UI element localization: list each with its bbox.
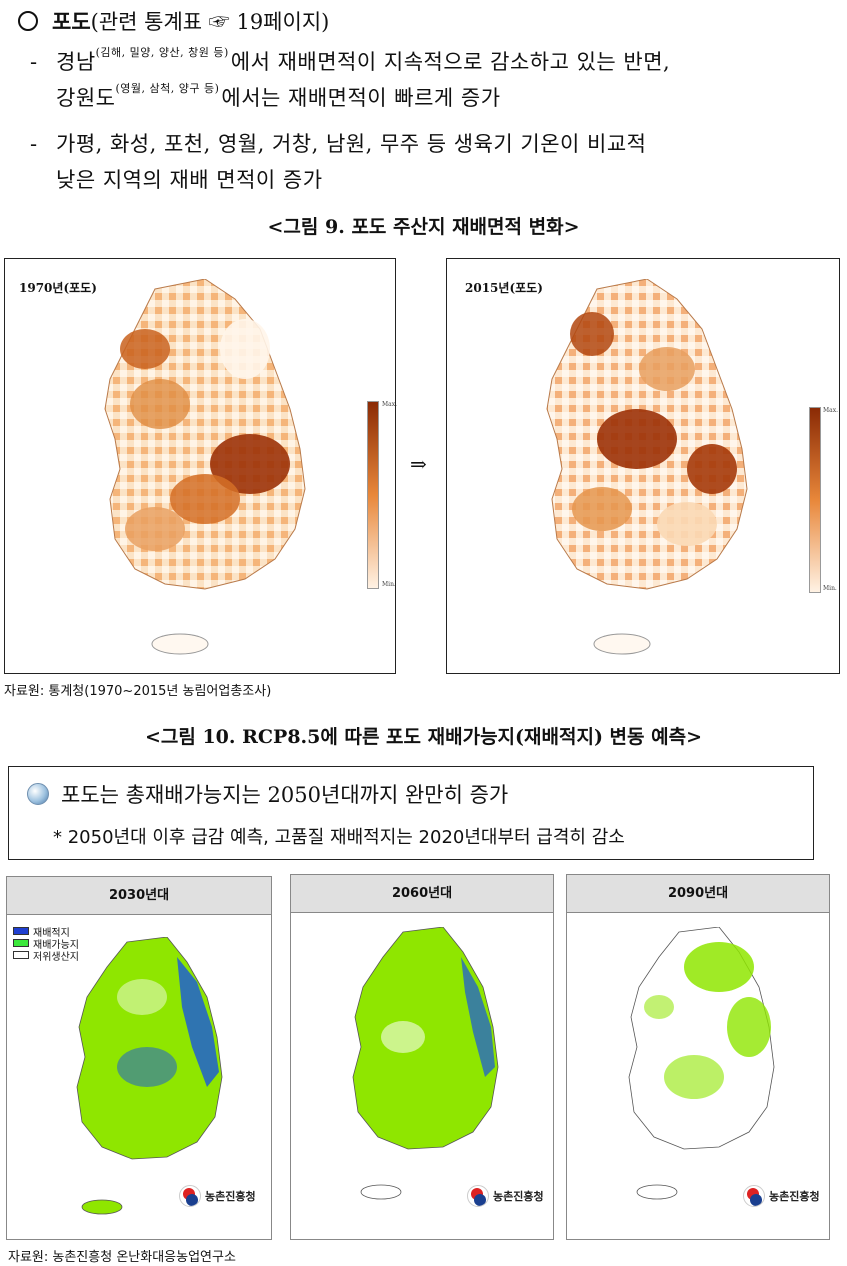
bullet-sup: (영월, 삼척, 양구 등) <box>115 82 220 95</box>
legend-max: Max. <box>382 401 398 408</box>
area-possible <box>664 1055 724 1099</box>
area-low <box>117 979 167 1015</box>
figure-10-source: 자료원: 농촌진흥청 온난화대응농업연구소 <box>8 1250 236 1265</box>
legend-swatch <box>13 939 29 947</box>
agency-logo: 농촌진흥청 <box>467 1185 544 1207</box>
panel-legend: 재배적지 재배가능지 저위생산지 <box>13 925 79 963</box>
legend-gradient-2015 <box>809 407 821 593</box>
panel-title-2030: 2030년대 <box>7 877 271 915</box>
legend-item-low: 저위생산지 <box>13 949 79 963</box>
region-max <box>687 444 737 494</box>
taegeuk-logo-icon <box>743 1185 765 1207</box>
bullet-sup: (김해, 밀양, 양산, 창원 등) <box>95 46 229 59</box>
agency-name: 농촌진흥청 <box>205 1190 256 1203</box>
summary-main-text: 포도는 총재배가능지는 2050년대까지 완만히 증가 <box>61 783 509 807</box>
legend-max: Max. <box>823 407 839 414</box>
legend-label: 재배적지 <box>33 927 70 939</box>
panel-2030: 2030년대 재배적지 재배가능지 저위생산지 농촌진흥청 <box>6 876 272 1240</box>
arrow-icon: ⇒ <box>410 452 427 476</box>
jeju-island <box>81 1199 123 1215</box>
agency-name: 농촌진흥청 <box>769 1190 820 1203</box>
bullet-1-line-1: - 경남(김해, 밀양, 양산, 창원 등)에서 재배면적이 지속적으로 감소하고… <box>30 46 670 76</box>
region-mid <box>130 379 190 429</box>
figure-9-caption: <그림 9. 포도 주산지 재배면적 변화> <box>267 216 580 238</box>
suitability-map-2090 <box>628 927 775 1200</box>
bullet-text: 에서는 재배면적이 빠르게 증가 <box>221 86 501 110</box>
jeju-island <box>360 1184 402 1200</box>
region-max <box>210 434 290 494</box>
dash-marker: - <box>30 50 38 74</box>
bullet-text: 에서 재배면적이 지속적으로 감소하고 있는 반면, <box>230 50 671 74</box>
region-mid <box>639 347 695 391</box>
taegeuk-logo-icon <box>179 1185 201 1207</box>
korea-map-1970 <box>104 279 306 655</box>
panel-2060: 2060년대 농촌진흥청 <box>290 874 554 1240</box>
suitability-map-2060 <box>352 927 499 1200</box>
agency-name: 농촌진흥청 <box>493 1190 544 1203</box>
panel-2090: 2090년대 농촌진흥청 <box>566 874 830 1240</box>
legend-min: Min. <box>823 585 837 592</box>
legend-swatch <box>13 927 29 935</box>
bullet-text: 가평, 화성, 포천, 영월, 거창, 남원, 무주 등 생육기 기온이 비교적 <box>56 132 647 156</box>
legend-swatch <box>13 951 29 959</box>
dash-marker: - <box>30 132 38 156</box>
suitability-map-2030 <box>76 937 223 1215</box>
jeju-island <box>593 633 651 655</box>
region-low <box>657 502 717 546</box>
bullet-2-line-2: 낮은 지역의 재배 면적이 증가 <box>30 164 323 194</box>
summary-sub: * 2050년대 이후 급감 예측, 고품질 재배적지는 2020년대부터 급격… <box>53 827 625 848</box>
korea-map-2015 <box>546 279 748 655</box>
region-high <box>170 474 240 524</box>
region-mid <box>125 507 185 551</box>
jeju-island <box>636 1184 678 1200</box>
area-possible <box>684 942 754 992</box>
agency-logo: 농촌진흥청 <box>743 1185 820 1207</box>
jeju-island <box>151 633 209 655</box>
bullet-2-line-1: - 가평, 화성, 포천, 영월, 거창, 남원, 무주 등 생육기 기온이 비교… <box>30 128 646 158</box>
area-suitable <box>117 1047 177 1087</box>
legend-gradient-1970 <box>367 401 379 589</box>
bullet-text: 낮은 지역의 재배 면적이 증가 <box>56 168 323 192</box>
area-suitable <box>461 957 495 1077</box>
region-high <box>120 329 170 369</box>
region-mid <box>572 487 632 531</box>
area-low <box>381 1021 425 1053</box>
bullet-1-line-2: 강원도(영월, 삼척, 양구 등)에서는 재배면적이 빠르게 증가 <box>30 82 501 112</box>
legend-label: 저위생산지 <box>33 951 79 963</box>
section-heading: 포도 (관련 통계표 ☞ 19페이지) <box>18 6 329 36</box>
region-max <box>597 409 677 469</box>
panel-title-2090: 2090년대 <box>567 875 829 913</box>
map-1970: 1970년(포도) Max. Min. <box>4 258 398 674</box>
legend-min: Min. <box>382 581 396 588</box>
sphere-bullet-icon <box>27 783 49 805</box>
map-label-2015: 2015년(포도) <box>465 281 543 295</box>
summary-box: 포도는 총재배가능지는 2050년대까지 완만히 증가 * 2050년대 이후 … <box>8 766 814 860</box>
panel-title-2060: 2060년대 <box>291 875 553 913</box>
legend-item-suitable: 재배적지 <box>13 925 79 939</box>
bullet-text: 경남 <box>56 50 96 74</box>
figure-9-source: 자료원: 통계청(1970~2015년 농림어업총조사) <box>4 684 272 699</box>
legend-item-possible: 재배가능지 <box>13 937 79 951</box>
figure-10-caption: <그림 10. RCP8.5에 따른 포도 재배가능지(재배적지) 변동 예측> <box>144 726 703 748</box>
region-high <box>570 312 614 356</box>
bullet-text: 강원도 <box>56 86 116 110</box>
circle-bullet-icon <box>18 11 38 31</box>
area-possible <box>644 995 674 1019</box>
map-land <box>352 927 499 1150</box>
agency-logo: 농촌진흥청 <box>179 1185 256 1207</box>
section-title-ref: (관련 통계표 ☞ 19페이지) <box>90 10 330 34</box>
map-2015: 2015년(포도) Max. Min. <box>446 258 840 674</box>
area-possible <box>727 997 771 1057</box>
taegeuk-logo-icon <box>467 1185 489 1207</box>
section-title-bold: 포도 <box>52 9 91 34</box>
legend-label: 재배가능지 <box>33 939 79 951</box>
map-label-1970: 1970년(포도) <box>19 281 97 295</box>
area-suitable <box>177 957 219 1087</box>
summary-main: 포도는 총재배가능지는 2050년대까지 완만히 증가 <box>27 779 508 809</box>
region-low <box>220 319 270 379</box>
